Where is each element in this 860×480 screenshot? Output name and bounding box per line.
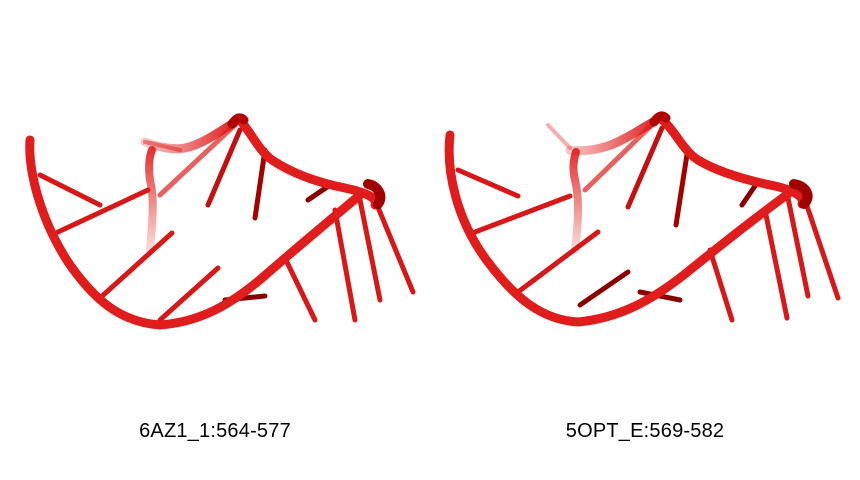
backbone-top-strand [233, 113, 380, 210]
rna-hairpin-structure-5opt [444, 111, 841, 327]
rna-hairpin-structure-6az1 [25, 113, 416, 330]
backbone-loop-turn [789, 179, 813, 209]
backbone-back-strand-lower [145, 146, 157, 254]
backbone-loop-turn [363, 179, 386, 209]
backbone-front-strand [444, 130, 793, 327]
backbone-front-strand [25, 135, 365, 330]
structure-caption: 5OPT_E:569-582 [565, 420, 725, 442]
backbone-top-join [649, 111, 671, 127]
structure-caption: 6AZ1_1:564-577 [139, 420, 291, 442]
backbone-top-strand [655, 113, 807, 209]
backbone-back-strand [565, 113, 665, 156]
structure-panel-right: 5OPT_E:569-582 [430, 0, 860, 480]
base-sticks [455, 119, 841, 323]
backbone-top-join [227, 113, 249, 129]
backbone-back-strand-lower [569, 148, 583, 254]
structure-panel-left: 6AZ1_1:564-577 [25, 113, 416, 442]
